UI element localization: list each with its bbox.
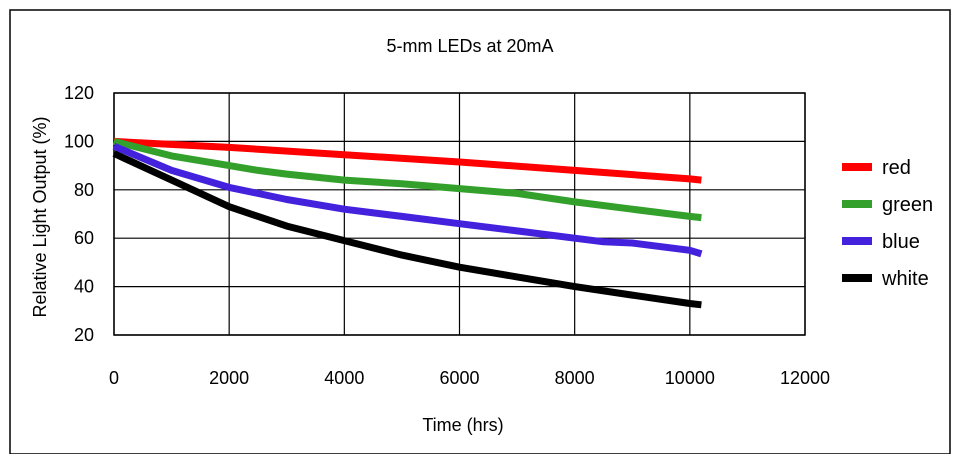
legend-label-blue: blue xyxy=(882,231,920,253)
series-line-green xyxy=(113,138,702,222)
legend-label-white: white xyxy=(881,268,929,290)
y-tick-label-2: 60 xyxy=(74,228,94,248)
x-tick-label-0: 0 xyxy=(109,368,119,388)
x-tick-label-1: 2000 xyxy=(209,368,249,388)
x-tick-label-6: 12000 xyxy=(780,368,830,388)
chart-border xyxy=(9,9,951,454)
x-tick-label-4: 8000 xyxy=(555,368,595,388)
legend: red green blue white xyxy=(842,157,933,290)
y-axis-label: Relative Light Output (%) xyxy=(30,116,50,317)
y-tick-label-5: 120 xyxy=(64,83,94,103)
x-axis-label: Time (hrs) xyxy=(422,415,503,435)
y-tick-label-0: 20 xyxy=(74,325,94,345)
legend-label-green: green xyxy=(882,194,933,216)
series-line-red xyxy=(113,137,702,184)
series-line-blue xyxy=(112,142,703,258)
y-tick-label-1: 40 xyxy=(74,277,94,297)
grid xyxy=(113,92,806,336)
series-lines xyxy=(112,137,703,309)
legend-label-red: red xyxy=(882,157,911,179)
x-tick-label-5: 10000 xyxy=(665,368,715,388)
y-axis-ticks: 20 40 60 80 100 120 xyxy=(64,83,94,345)
x-tick-label-2: 4000 xyxy=(324,368,364,388)
x-axis-ticks: 0 2000 4000 6000 8000 10000 12000 xyxy=(109,368,830,388)
y-tick-label-4: 100 xyxy=(64,131,94,151)
y-tick-label-3: 80 xyxy=(74,180,94,200)
chart-title: 5-mm LEDs at 20mA xyxy=(386,36,553,56)
x-tick-label-3: 6000 xyxy=(439,368,479,388)
series-line-white xyxy=(112,150,702,309)
